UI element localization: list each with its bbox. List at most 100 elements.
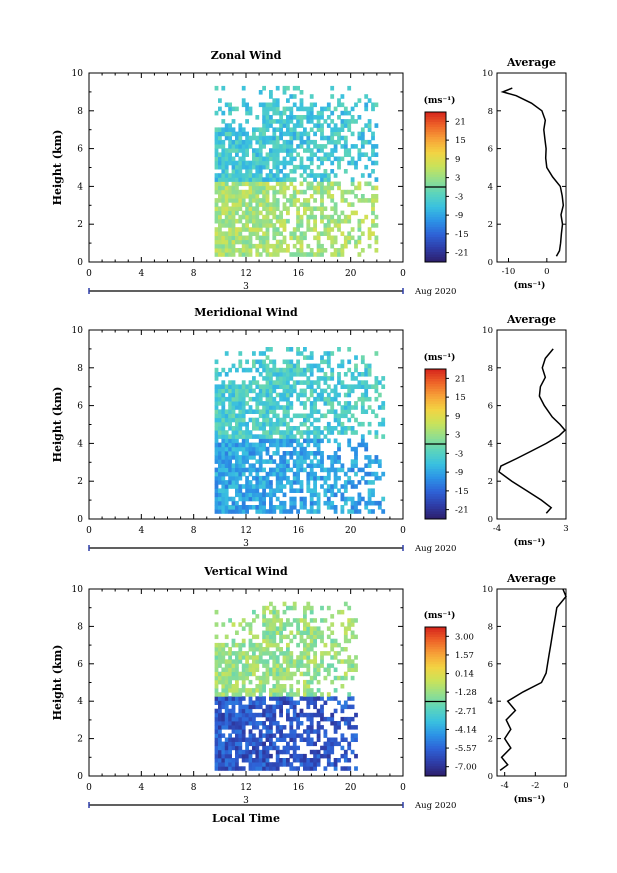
- heatmap-cell: [306, 758, 311, 763]
- heatmap-cell: [337, 185, 341, 191]
- heatmap-cell: [333, 413, 338, 419]
- heatmap-cell: [224, 500, 229, 506]
- heatmap-cell: [275, 618, 280, 623]
- heatmap-cell: [282, 206, 287, 211]
- heatmap-cell: [238, 716, 243, 722]
- heatmap-cell: [255, 459, 260, 464]
- colorbar-segment: [425, 736, 446, 740]
- colorbar-segment: [425, 384, 446, 387]
- heatmap-cell: [228, 451, 232, 456]
- heatmap-cell: [282, 684, 287, 689]
- heatmap-cell: [367, 496, 372, 502]
- heatmap-cell: [296, 227, 300, 232]
- heatmap-cell: [350, 210, 355, 216]
- heatmap-cell: [282, 634, 287, 640]
- heatmap-cell: [296, 488, 300, 493]
- heatmap-cell: [214, 396, 219, 402]
- heatmap-cell: [272, 614, 277, 619]
- heatmap-cell: [303, 642, 307, 648]
- heatmap-cell: [326, 753, 331, 759]
- heatmap-cell: [245, 384, 249, 389]
- heatmap-cell: [214, 210, 219, 216]
- heatmap-cell: [286, 131, 290, 137]
- heatmap-cell: [303, 688, 307, 693]
- profile-x-axis-label: (ms⁻¹): [514, 537, 546, 548]
- profile-y-tick-label: 8: [488, 622, 493, 632]
- x-tick-label: 4: [138, 783, 144, 793]
- heatmap-cell: [224, 173, 229, 178]
- heatmap-cell: [367, 231, 372, 236]
- heatmap-cell: [289, 434, 294, 439]
- colorbar-segment: [425, 149, 446, 153]
- heatmap-cell: [343, 647, 348, 652]
- colorbar-segment: [425, 651, 446, 655]
- heatmap-cell: [235, 745, 239, 751]
- heatmap-cell: [299, 202, 304, 207]
- heatmap-cell: [214, 500, 219, 506]
- heatmap-cell: [296, 119, 300, 124]
- heatmap-cell: [303, 367, 307, 373]
- heatmap-cell: [299, 144, 304, 149]
- heatmap-cell: [333, 766, 338, 771]
- heatmap-cell: [289, 630, 294, 635]
- heatmap-cell: [296, 642, 300, 648]
- heatmap-cell: [214, 156, 219, 162]
- heatmap-cell: [241, 173, 246, 178]
- heatmap-cell: [354, 725, 358, 730]
- heatmap-cell: [235, 630, 239, 635]
- heatmap-cell: [228, 758, 232, 763]
- heatmap-cell: [214, 733, 219, 738]
- heatmap-cell: [245, 737, 249, 742]
- heatmap-cell: [269, 737, 273, 742]
- x-tick-label: 20: [345, 269, 357, 279]
- heatmap-cell: [292, 459, 297, 464]
- colorbar-segment: [425, 476, 446, 480]
- heatmap-cell: [364, 471, 369, 477]
- heatmap-cell: [350, 675, 355, 681]
- heatmap-cell: [306, 601, 311, 607]
- heatmap-cell: [316, 367, 321, 373]
- heatmap-cell: [357, 442, 362, 448]
- colorbar-segment: [425, 406, 446, 410]
- heatmap-cell: [224, 675, 229, 681]
- colorbar-segment: [425, 404, 446, 407]
- heatmap-cell: [255, 745, 260, 751]
- heatmap-cell: [245, 655, 249, 660]
- heatmap-cell: [248, 505, 253, 510]
- heatmap-cell: [360, 421, 365, 427]
- colorbar-tick-label: 9: [455, 155, 460, 165]
- heatmap-cell: [306, 426, 311, 431]
- heatmap-cell: [354, 160, 358, 166]
- heatmap-cell: [350, 430, 355, 435]
- heatmap-cell: [275, 110, 280, 116]
- heatmap-cell: [330, 243, 335, 249]
- heatmap-cell: [279, 647, 283, 652]
- heatmap-cell: [221, 492, 226, 498]
- heatmap-cell: [221, 248, 226, 253]
- heatmap-cell: [231, 164, 236, 170]
- heatmap-cell: [309, 496, 314, 502]
- heatmap-cell: [289, 659, 294, 664]
- heatmap-cell: [214, 737, 219, 742]
- heatmap-cell: [241, 655, 246, 660]
- heatmap-cell: [292, 766, 297, 771]
- heatmap-cell: [262, 198, 266, 203]
- heatmap-cell: [245, 488, 249, 493]
- heatmap-cell: [374, 185, 379, 191]
- heatmap-cell: [364, 139, 369, 145]
- heatmap-cell: [272, 194, 277, 199]
- heatmap-cell: [269, 384, 273, 389]
- heatmap-cell: [214, 622, 219, 627]
- heatmap-cell: [279, 430, 283, 435]
- colorbar-segment: [425, 454, 446, 457]
- heatmap-cell: [340, 766, 345, 771]
- heatmap-cell: [282, 131, 287, 137]
- heatmap-cell: [286, 459, 290, 464]
- heatmap-cell: [337, 372, 341, 377]
- heatmap-cell: [221, 367, 226, 373]
- heatmap-cell: [258, 446, 263, 452]
- heatmap-cell: [306, 725, 311, 730]
- heatmap-cell: [343, 401, 348, 406]
- heatmap-cell: [306, 484, 311, 489]
- heatmap-cell: [330, 430, 335, 435]
